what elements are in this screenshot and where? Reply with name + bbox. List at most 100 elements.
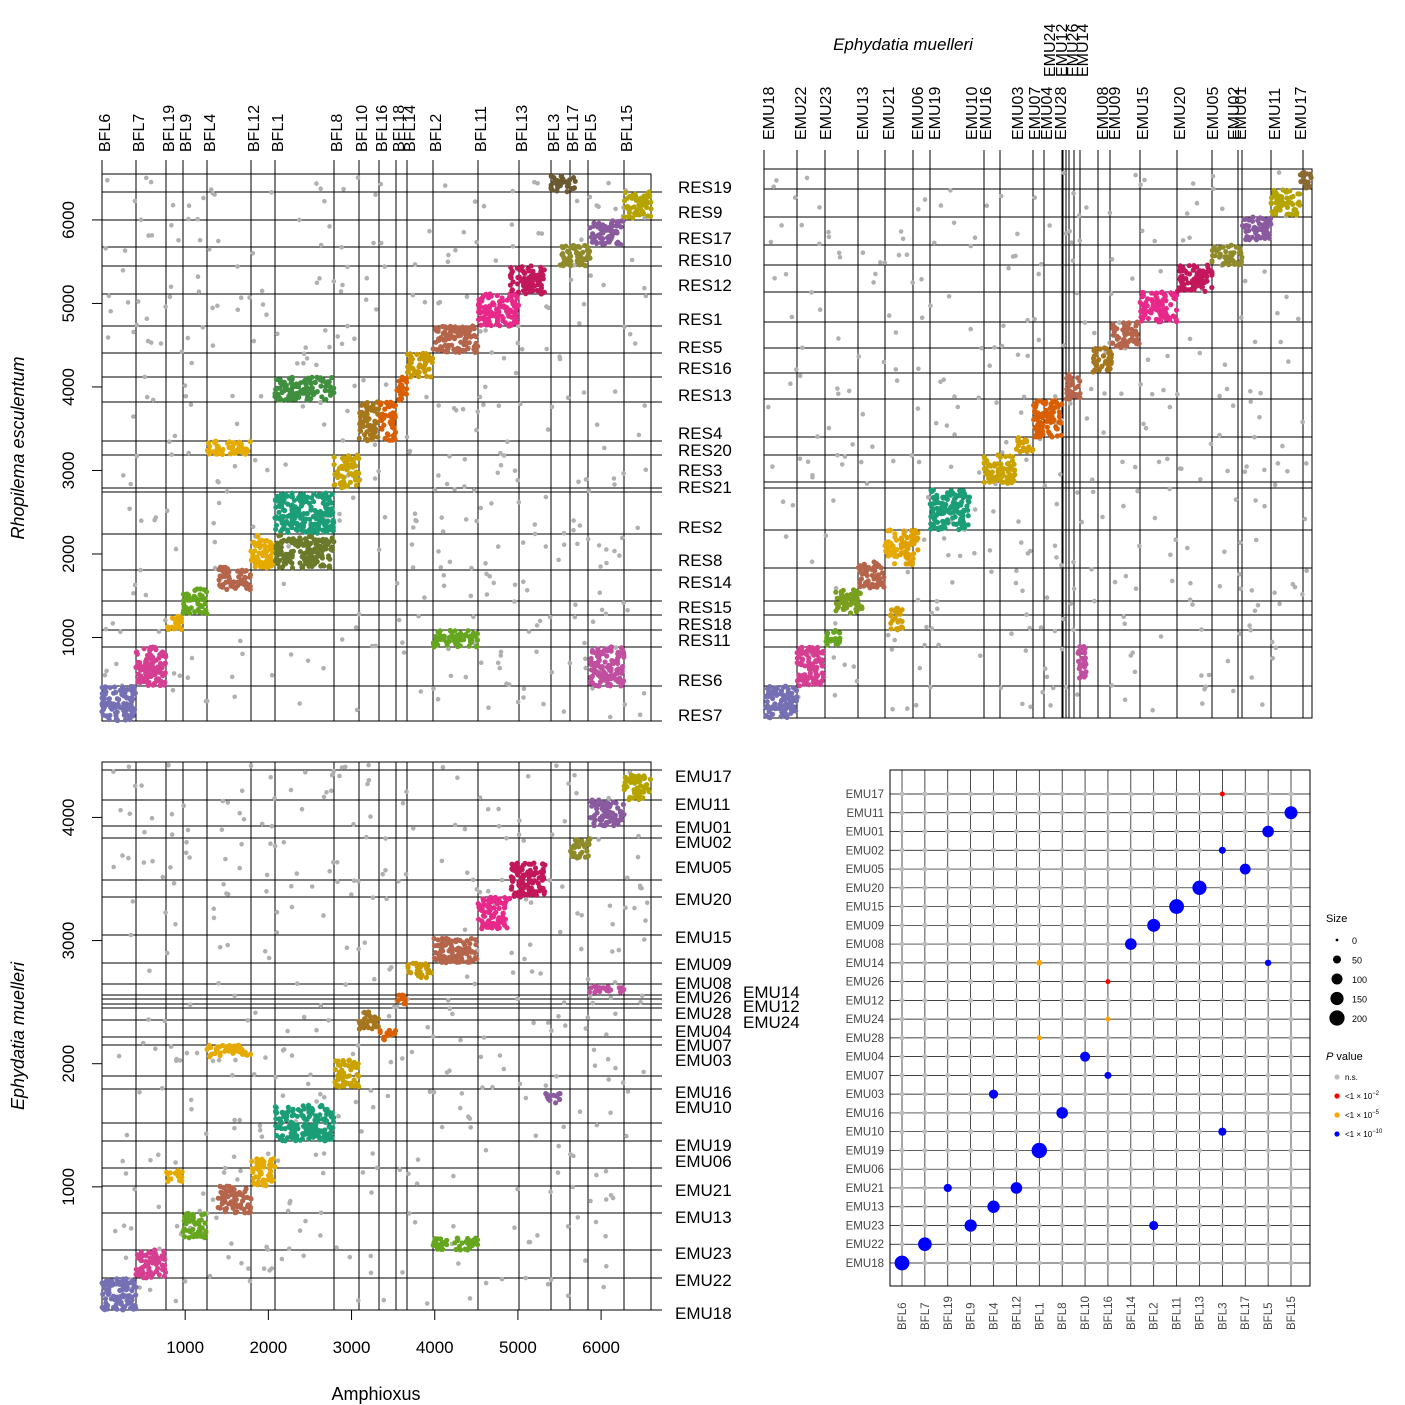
background-point bbox=[1300, 592, 1305, 597]
background-point bbox=[1284, 294, 1289, 300]
synteny-point bbox=[290, 548, 296, 554]
background-point bbox=[1021, 394, 1027, 400]
synteny-point bbox=[607, 681, 613, 688]
synteny-point bbox=[1223, 249, 1229, 255]
background-point bbox=[797, 373, 803, 379]
synteny-point bbox=[1126, 320, 1132, 327]
background-point bbox=[561, 542, 567, 547]
background-point bbox=[1237, 631, 1242, 636]
synteny-point bbox=[465, 345, 471, 351]
synteny-point bbox=[1000, 479, 1006, 485]
background-point bbox=[501, 1066, 507, 1072]
background-point bbox=[439, 858, 445, 864]
background-point bbox=[1200, 701, 1205, 706]
background-point bbox=[152, 517, 157, 523]
background-point bbox=[452, 822, 458, 828]
background-point bbox=[168, 284, 174, 290]
synteny-point bbox=[331, 462, 337, 468]
background-point bbox=[833, 585, 839, 591]
background-point bbox=[913, 702, 919, 708]
background-point bbox=[353, 625, 359, 630]
background-point bbox=[439, 1124, 445, 1130]
synteny-point bbox=[1197, 268, 1203, 274]
synteny-point bbox=[345, 465, 351, 471]
synteny-point bbox=[196, 1231, 202, 1237]
background-point bbox=[378, 181, 384, 187]
background-point bbox=[382, 264, 387, 269]
synteny-point bbox=[295, 383, 302, 390]
background-point bbox=[247, 295, 252, 300]
background-point bbox=[286, 1246, 292, 1251]
synteny-point bbox=[161, 1248, 167, 1254]
synteny-point bbox=[1069, 381, 1076, 387]
background-point bbox=[1286, 359, 1291, 364]
background-point bbox=[1092, 598, 1097, 604]
background-point bbox=[606, 1077, 611, 1082]
y-group-label: RES5 bbox=[678, 338, 722, 357]
background-point bbox=[281, 840, 287, 845]
synteny-point bbox=[772, 685, 778, 691]
x-group-label: EMU24 bbox=[1042, 24, 1059, 77]
synteny-point bbox=[233, 1209, 239, 1215]
background-point bbox=[321, 422, 327, 427]
synteny-point bbox=[602, 240, 608, 247]
background-point bbox=[608, 1193, 614, 1198]
background-point bbox=[817, 241, 822, 247]
background-point bbox=[182, 383, 188, 388]
synteny-point bbox=[1127, 337, 1133, 344]
background-point bbox=[617, 553, 622, 558]
synteny-point bbox=[237, 579, 243, 585]
synteny-point bbox=[989, 469, 995, 475]
background-point bbox=[842, 454, 848, 459]
synteny-point bbox=[1077, 378, 1083, 384]
background-point bbox=[1275, 310, 1280, 316]
background-point bbox=[169, 452, 174, 457]
background-point bbox=[318, 1091, 323, 1097]
background-point bbox=[1211, 186, 1216, 191]
background-point bbox=[1071, 191, 1076, 196]
synteny-point bbox=[564, 189, 570, 195]
background-point bbox=[134, 322, 140, 328]
background-point bbox=[839, 462, 845, 467]
synteny-point bbox=[1292, 207, 1299, 213]
synteny-point bbox=[478, 322, 484, 328]
background-point bbox=[133, 783, 138, 789]
synteny-point bbox=[133, 1284, 139, 1290]
background-point bbox=[324, 790, 329, 795]
synteny-point bbox=[866, 564, 872, 571]
background-point bbox=[345, 264, 350, 270]
background-point bbox=[515, 699, 521, 705]
synteny-point bbox=[180, 591, 186, 597]
background-point bbox=[381, 1297, 387, 1303]
synteny-point bbox=[856, 590, 862, 596]
synteny-point bbox=[326, 388, 332, 394]
background-point bbox=[516, 832, 522, 837]
synteny-point bbox=[405, 369, 411, 375]
y-group-label: RES1 bbox=[678, 310, 722, 329]
synteny-point bbox=[143, 658, 149, 665]
background-point bbox=[300, 404, 306, 409]
synteny-point bbox=[146, 1267, 152, 1273]
synteny-point bbox=[1267, 215, 1274, 221]
background-point bbox=[554, 1074, 559, 1079]
background-point bbox=[114, 661, 119, 667]
synteny-point bbox=[439, 346, 445, 352]
synteny-point bbox=[1010, 454, 1016, 460]
x-group-label: BFL5 bbox=[583, 114, 600, 152]
background-point bbox=[932, 240, 937, 246]
synteny-point bbox=[197, 1225, 203, 1232]
background-point bbox=[1175, 391, 1180, 397]
background-point bbox=[301, 1014, 307, 1020]
synteny-point bbox=[585, 252, 591, 258]
background-point bbox=[601, 282, 606, 288]
synteny-point bbox=[444, 325, 450, 331]
synteny-point bbox=[247, 572, 253, 578]
background-point bbox=[331, 279, 337, 284]
background-point bbox=[898, 229, 904, 234]
synteny-point bbox=[416, 369, 422, 375]
synteny-point bbox=[1145, 315, 1151, 322]
synteny-point bbox=[319, 394, 325, 400]
background-point bbox=[144, 316, 150, 322]
synteny-point bbox=[292, 393, 299, 399]
